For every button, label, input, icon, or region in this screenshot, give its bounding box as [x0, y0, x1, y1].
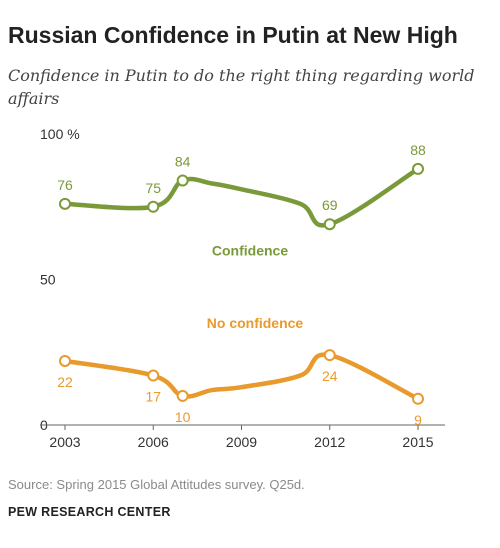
confidence-data-point: [176, 174, 189, 187]
confidence-series-label: Confidence: [212, 242, 288, 258]
brand-label: PEW RESEARCH CENTER: [8, 505, 171, 519]
x-tick-label: 2006: [138, 434, 169, 450]
confidence-data-point: [59, 197, 71, 210]
confidence-value-label: 88: [410, 142, 426, 158]
no-confidence-data-point: [59, 354, 71, 367]
x-tick-label: 2012: [314, 434, 345, 450]
confidence-data-point: [147, 200, 160, 213]
no-confidence-data-point: [147, 369, 160, 382]
y-tick-label: 100 %: [40, 126, 80, 142]
no-confidence-value-label: 10: [175, 409, 191, 425]
no-confidence-series-label: No confidence: [207, 315, 304, 331]
source-note: Source: Spring 2015 Global Attitudes sur…: [8, 477, 305, 492]
x-tick-label: 2015: [402, 434, 433, 450]
confidence-value-label: 76: [57, 177, 73, 193]
no-confidence-data-point: [176, 389, 189, 402]
chart-subtitle: Confidence in Putin to do the right thin…: [8, 66, 475, 108]
no-confidence-series-line: [62, 352, 421, 402]
no-confidence-value-label: 24: [322, 368, 338, 384]
x-tick-label: 2003: [49, 434, 80, 450]
no-confidence-value-label: 9: [414, 412, 422, 428]
confidence-value-label: 75: [145, 180, 161, 196]
confidence-value-label: 69: [322, 197, 338, 213]
no-confidence-data-point: [412, 392, 424, 405]
confidence-data-point: [323, 218, 336, 231]
no-confidence-data-point: [323, 349, 336, 362]
no-confidence-value-label: 22: [57, 374, 73, 390]
y-tick-label: 50: [40, 272, 56, 288]
confidence-series-line: [62, 166, 421, 228]
confidence-data-point: [412, 162, 424, 175]
x-tick-label: 2009: [226, 434, 257, 450]
no-confidence-value-label: 17: [145, 389, 161, 405]
confidence-value-label: 84: [175, 154, 191, 170]
chart-title: Russian Confidence in Putin at New High: [8, 22, 458, 48]
